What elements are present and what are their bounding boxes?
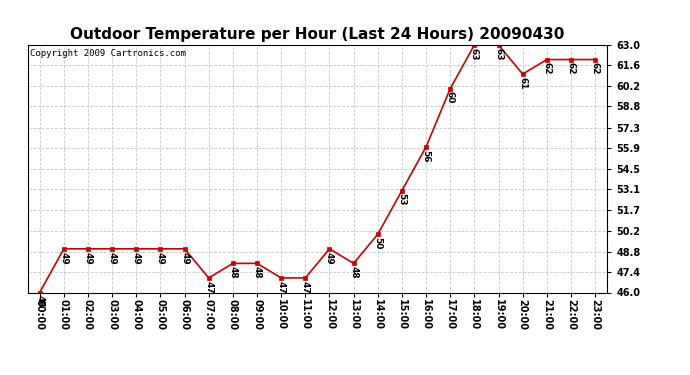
Text: 49: 49 [180, 252, 189, 264]
Text: 50: 50 [373, 237, 382, 249]
Text: 49: 49 [59, 252, 68, 264]
Text: Copyright 2009 Cartronics.com: Copyright 2009 Cartronics.com [30, 49, 186, 58]
Text: 48: 48 [228, 266, 237, 279]
Text: 49: 49 [108, 252, 117, 264]
Text: 61: 61 [518, 77, 527, 89]
Text: 62: 62 [591, 62, 600, 75]
Text: 48: 48 [253, 266, 262, 279]
Text: 47: 47 [204, 281, 213, 294]
Text: 62: 62 [542, 62, 551, 75]
Text: 53: 53 [397, 194, 406, 206]
Text: 46: 46 [35, 295, 44, 308]
Text: 47: 47 [301, 281, 310, 294]
Text: 49: 49 [83, 252, 92, 264]
Text: 49: 49 [156, 252, 165, 264]
Text: 47: 47 [277, 281, 286, 294]
Text: 60: 60 [446, 92, 455, 104]
Title: Outdoor Temperature per Hour (Last 24 Hours) 20090430: Outdoor Temperature per Hour (Last 24 Ho… [70, 27, 564, 42]
Text: 56: 56 [422, 150, 431, 162]
Text: 63: 63 [494, 48, 503, 60]
Text: 48: 48 [349, 266, 358, 279]
Text: 49: 49 [132, 252, 141, 264]
Text: 62: 62 [566, 62, 575, 75]
Text: 63: 63 [470, 48, 479, 60]
Text: 49: 49 [325, 252, 334, 264]
